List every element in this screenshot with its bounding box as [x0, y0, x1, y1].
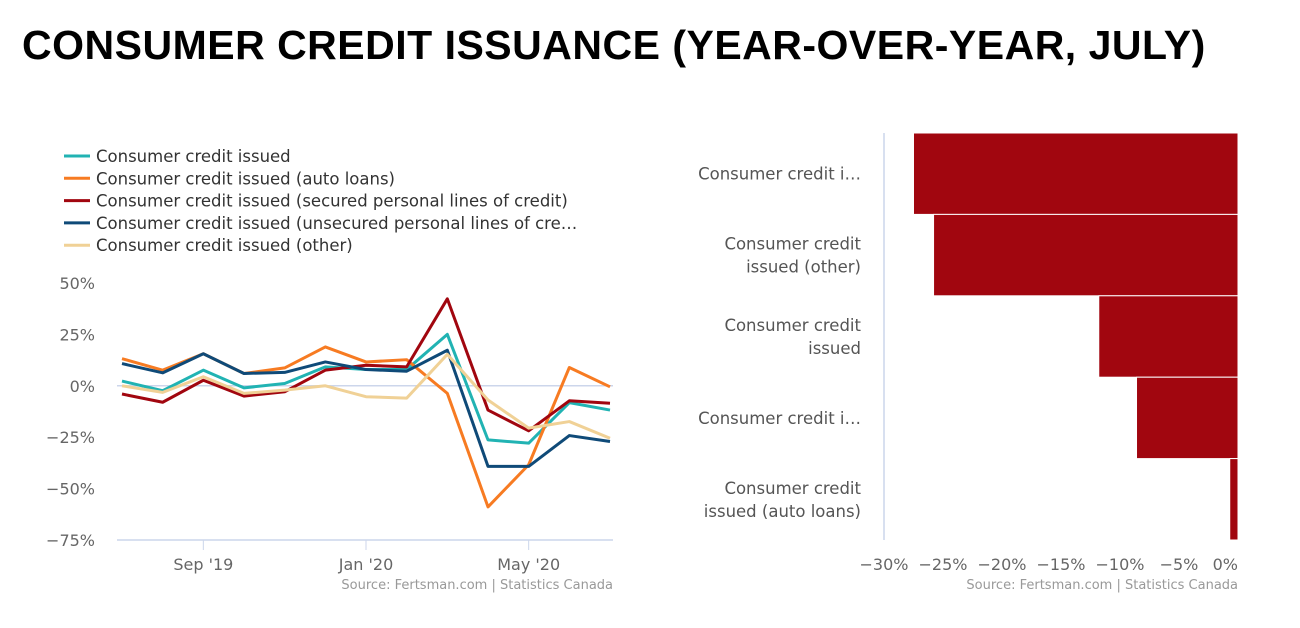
x-tick-label: −25%: [919, 555, 968, 574]
legend-item: Consumer credit issued (unsecured person…: [96, 214, 577, 233]
bar: [1136, 376, 1239, 460]
category-label: issued (other): [746, 258, 861, 277]
x-tick-label: May '20: [497, 555, 560, 574]
category-label: issued: [808, 339, 861, 358]
x-tick-label: Jan '20: [338, 555, 394, 574]
series-line-2: [121, 297, 611, 433]
legend-item: Consumer credit issued (other): [96, 236, 353, 255]
y-tick-label: 25%: [59, 325, 95, 344]
y-tick-label: −75%: [46, 531, 95, 550]
legend-item: Consumer credit issued (secured personal…: [96, 192, 568, 211]
series-line-4: [121, 352, 611, 440]
bar: [933, 213, 1239, 297]
y-tick-label: 50%: [59, 274, 95, 293]
bar: [913, 132, 1239, 215]
x-tick-label: −5%: [1160, 555, 1199, 574]
bar: [1229, 458, 1239, 541]
y-tick-label: −50%: [46, 480, 95, 499]
x-tick-label: −10%: [1096, 555, 1145, 574]
category-label: Consumer credit: [724, 235, 861, 254]
category-label: Consumer credit i…: [698, 165, 861, 184]
x-tick-label: 0%: [1213, 555, 1238, 574]
category-label: Consumer credit i…: [698, 409, 861, 428]
legend-item: Consumer credit issued (auto loans): [96, 169, 395, 188]
x-tick-label: Sep '19: [173, 555, 233, 574]
category-label: Consumer credit: [724, 479, 861, 498]
x-tick-label: −15%: [1037, 555, 1086, 574]
legend-item: Consumer credit issued: [96, 147, 291, 166]
bar: [1098, 295, 1239, 378]
y-tick-label: 0%: [70, 377, 95, 396]
source-credit: Source: Fertsman.com | Statistics Canada: [966, 578, 1238, 593]
category-label: Consumer credit: [724, 316, 861, 335]
category-label: issued (auto loans): [704, 502, 861, 521]
x-tick-label: −20%: [978, 555, 1027, 574]
source-credit: Source: Fertsman.com | Statistics Canada: [341, 578, 613, 593]
page-title: CONSUMER CREDIT ISSUANCE (YEAR-OVER-YEAR…: [22, 22, 1206, 68]
y-tick-label: −25%: [46, 428, 95, 447]
x-tick-label: −30%: [860, 555, 909, 574]
series-line-3: [121, 348, 611, 468]
